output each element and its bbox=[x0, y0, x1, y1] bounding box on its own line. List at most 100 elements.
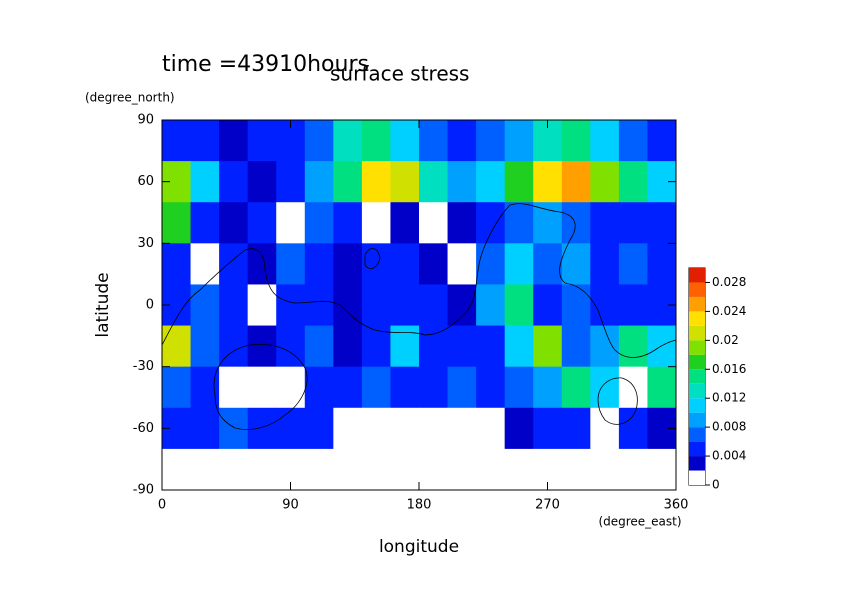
contour-cell bbox=[219, 407, 249, 450]
contour-cell bbox=[219, 202, 249, 244]
contour-cell bbox=[476, 202, 506, 244]
contour-cell bbox=[476, 120, 506, 162]
contour-cell bbox=[333, 407, 363, 450]
contour-cell bbox=[304, 120, 334, 162]
y-tick-label: 60 bbox=[137, 174, 154, 189]
contour-cell bbox=[419, 161, 449, 203]
colorbar-band bbox=[689, 456, 705, 471]
contour-cell bbox=[333, 202, 363, 244]
contour-cell bbox=[561, 120, 591, 162]
y-tick-label: -90 bbox=[133, 483, 154, 498]
contour-cell bbox=[190, 407, 220, 450]
contour-cell bbox=[361, 161, 391, 203]
colorbar-band bbox=[689, 282, 705, 297]
colorbar-band bbox=[689, 427, 705, 442]
contour-cell bbox=[647, 325, 677, 368]
contour-cell bbox=[247, 366, 277, 409]
contour-cell bbox=[419, 243, 449, 285]
contour-cell bbox=[247, 120, 277, 162]
contour-cell bbox=[590, 407, 620, 450]
contour-cell bbox=[333, 161, 363, 203]
contour-cell bbox=[447, 243, 477, 285]
contour-cell bbox=[190, 202, 220, 244]
contour-cell bbox=[590, 284, 620, 327]
contour-cell bbox=[476, 448, 506, 491]
contour-cell bbox=[618, 366, 648, 409]
contour-cell bbox=[561, 448, 591, 491]
y-axis-label: latitude bbox=[93, 272, 113, 337]
contour-cell bbox=[390, 407, 420, 450]
contour-cell bbox=[647, 243, 677, 285]
contour-cell bbox=[618, 284, 648, 327]
contour-cell bbox=[419, 325, 449, 368]
colorbar-band bbox=[689, 441, 705, 457]
contour-cell bbox=[476, 161, 506, 203]
contour-cell bbox=[247, 243, 277, 285]
contour-cell bbox=[561, 366, 591, 409]
contour-cell bbox=[333, 120, 363, 162]
colorbar-band bbox=[689, 325, 705, 341]
contour-cell bbox=[333, 366, 363, 409]
contour-cell bbox=[504, 284, 534, 327]
colorbar-tick-label: 0.024 bbox=[712, 304, 746, 318]
contour-cell bbox=[419, 284, 449, 327]
contour-cell bbox=[390, 448, 420, 491]
contour-cell bbox=[247, 407, 277, 450]
contour-cell bbox=[361, 325, 391, 368]
contour-cell bbox=[304, 161, 334, 203]
contour-cell bbox=[390, 202, 420, 244]
colorbar-tick-label: 0.02 bbox=[712, 333, 739, 347]
contour-cell bbox=[504, 407, 534, 450]
contour-cell bbox=[219, 284, 249, 327]
contour-cell bbox=[561, 243, 591, 285]
contour-cell bbox=[533, 161, 563, 203]
contour-cell bbox=[247, 448, 277, 491]
contour-cell bbox=[419, 366, 449, 409]
colorbar-tick-label: 0.016 bbox=[712, 362, 746, 376]
x-tick-label: 90 bbox=[282, 498, 299, 513]
contour-cell bbox=[561, 284, 591, 327]
colorbar-tick-label: 0.012 bbox=[712, 391, 746, 405]
contour-cell bbox=[447, 161, 477, 203]
contour-cell bbox=[390, 366, 420, 409]
contour-cell bbox=[504, 448, 534, 491]
contour-cell bbox=[333, 325, 363, 368]
contour-cell bbox=[447, 448, 477, 491]
coastline bbox=[161, 203, 677, 358]
colorbar-tick-label: 0 bbox=[712, 478, 720, 492]
contour-cell bbox=[590, 366, 620, 409]
contour-cell bbox=[304, 407, 334, 450]
contour-cell bbox=[361, 407, 391, 450]
y-tick-label: -60 bbox=[133, 421, 154, 436]
y-tick-label: 90 bbox=[137, 113, 154, 128]
contour-cell bbox=[219, 161, 249, 203]
colorbar-band bbox=[689, 470, 705, 485]
contour-cell bbox=[304, 366, 334, 409]
contour-cell bbox=[219, 448, 249, 491]
x-axis-unit: (degree_east) bbox=[598, 515, 681, 529]
colorbar-band bbox=[689, 268, 705, 283]
contour-cell bbox=[447, 202, 477, 244]
x-tick-label: 270 bbox=[535, 498, 560, 513]
colorbar-tick-label: 0.008 bbox=[712, 420, 746, 434]
contour-cell bbox=[304, 202, 334, 244]
contour-cell bbox=[590, 325, 620, 368]
contour-cell bbox=[590, 202, 620, 244]
contour-cell bbox=[247, 325, 277, 368]
contour-cell bbox=[190, 448, 220, 491]
contour-cell bbox=[190, 161, 220, 203]
contour-cell bbox=[504, 161, 534, 203]
contour-cell bbox=[419, 448, 449, 491]
contour-cell bbox=[504, 325, 534, 368]
contour-cell bbox=[276, 243, 306, 285]
contour-cell bbox=[504, 202, 534, 244]
chart-title: surface stress bbox=[330, 62, 469, 86]
contour-cell bbox=[304, 284, 334, 327]
contour-cell bbox=[390, 120, 420, 162]
contour-cell bbox=[190, 366, 220, 409]
contour-cell bbox=[390, 325, 420, 368]
contour-cell bbox=[561, 325, 591, 368]
colorbar-band bbox=[689, 311, 705, 326]
contour-cell bbox=[533, 325, 563, 368]
contour-cell bbox=[533, 202, 563, 244]
